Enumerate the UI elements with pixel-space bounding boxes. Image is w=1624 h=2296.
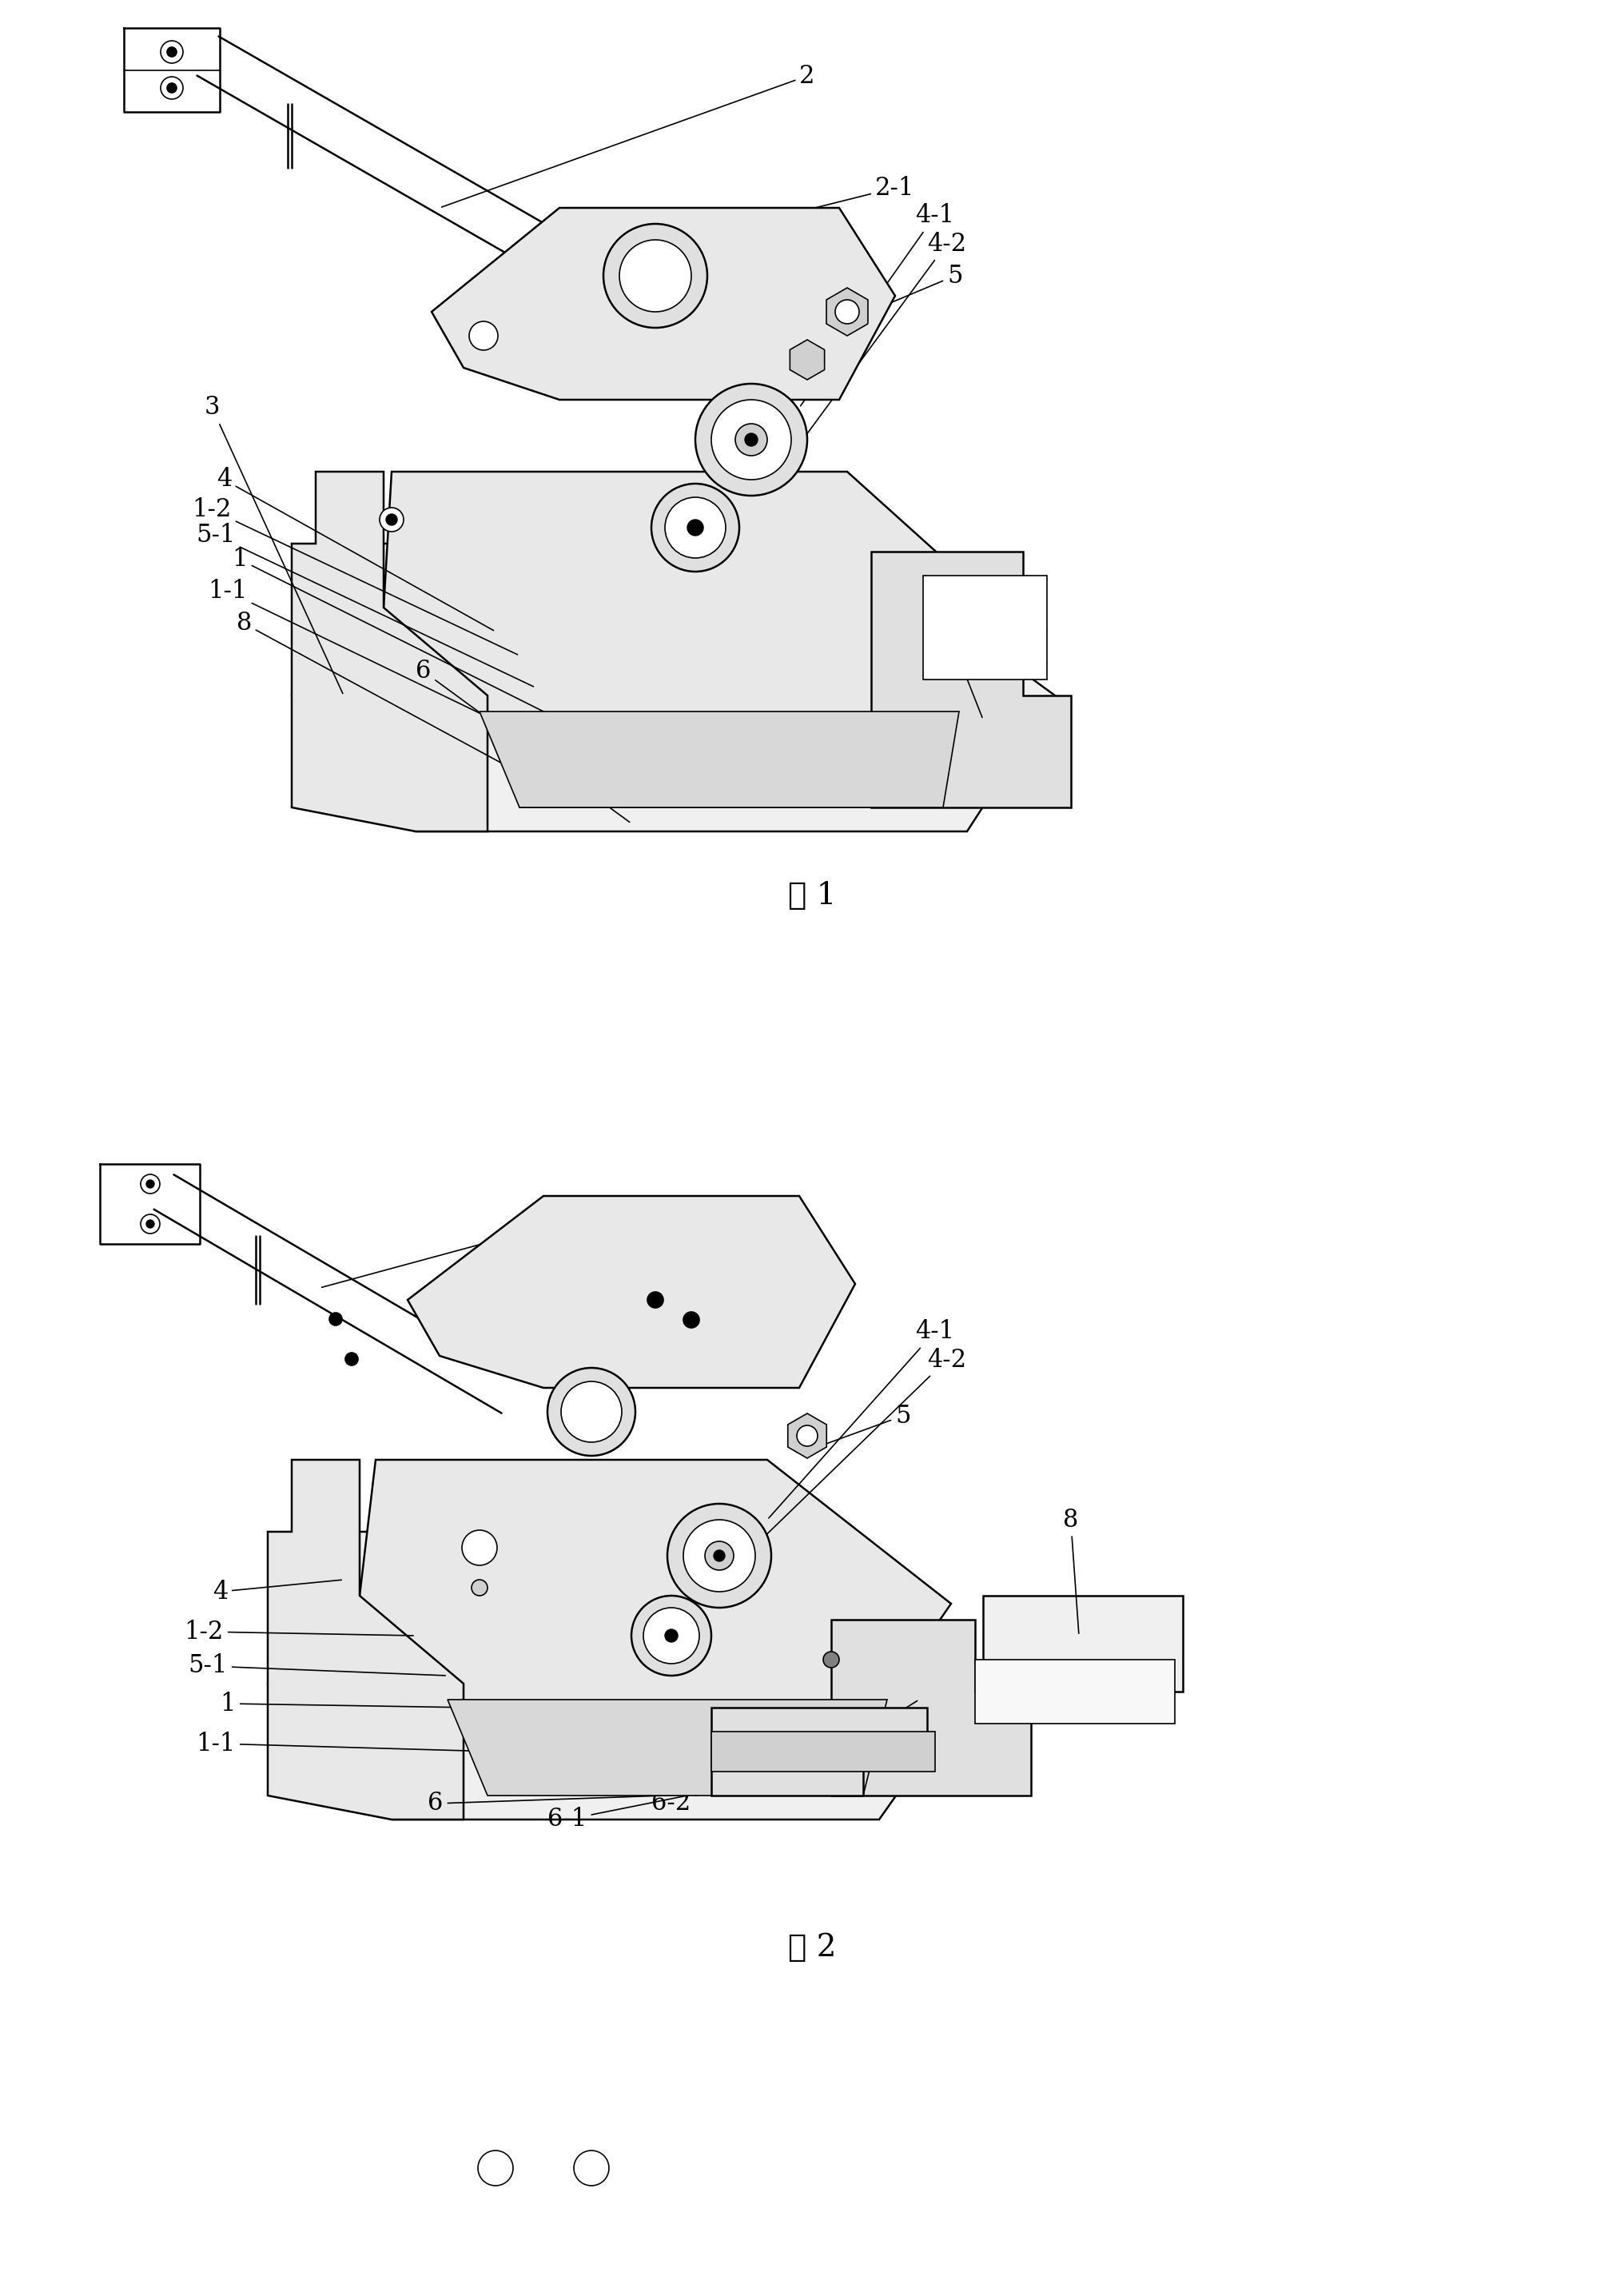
Circle shape bbox=[651, 484, 739, 572]
Text: 图 2: 图 2 bbox=[788, 1933, 836, 1963]
Circle shape bbox=[604, 223, 708, 328]
Circle shape bbox=[664, 498, 726, 558]
Text: 6: 6 bbox=[416, 659, 630, 822]
Circle shape bbox=[667, 1504, 771, 1607]
Polygon shape bbox=[268, 1460, 463, 1818]
Circle shape bbox=[161, 41, 184, 64]
Text: 6: 6 bbox=[427, 1791, 776, 1816]
Text: 1: 1 bbox=[221, 1692, 469, 1715]
Text: 8: 8 bbox=[1064, 1508, 1078, 1632]
Circle shape bbox=[745, 434, 758, 445]
Circle shape bbox=[346, 1352, 357, 1366]
Polygon shape bbox=[711, 1708, 927, 1795]
Text: 3-1: 3-1 bbox=[672, 1256, 742, 1306]
Polygon shape bbox=[827, 287, 867, 335]
Circle shape bbox=[687, 519, 703, 535]
Circle shape bbox=[632, 1596, 711, 1676]
Circle shape bbox=[380, 507, 404, 533]
Circle shape bbox=[469, 321, 499, 351]
Text: 7: 7 bbox=[771, 1701, 918, 1800]
Text: 4-1: 4-1 bbox=[768, 1320, 955, 1518]
Text: 2-1: 2-1 bbox=[658, 174, 914, 248]
Polygon shape bbox=[974, 1660, 1174, 1724]
Text: 1-2: 1-2 bbox=[184, 1619, 414, 1644]
Polygon shape bbox=[711, 1731, 935, 1773]
Circle shape bbox=[664, 1630, 677, 1642]
Circle shape bbox=[146, 1219, 154, 1228]
Text: 5: 5 bbox=[833, 264, 963, 326]
Text: 6-2: 6-2 bbox=[651, 1752, 830, 1816]
Text: 4-1: 4-1 bbox=[801, 204, 955, 406]
Polygon shape bbox=[922, 576, 1047, 680]
Circle shape bbox=[547, 1368, 635, 1456]
Circle shape bbox=[736, 425, 767, 455]
Text: 1: 1 bbox=[232, 546, 557, 719]
Polygon shape bbox=[268, 1531, 974, 1818]
Text: 5: 5 bbox=[817, 1403, 911, 1446]
Circle shape bbox=[167, 83, 177, 92]
Polygon shape bbox=[870, 551, 1070, 808]
Circle shape bbox=[477, 2151, 513, 2186]
Text: 2: 2 bbox=[322, 1224, 520, 1288]
Text: 3: 3 bbox=[205, 395, 343, 693]
Polygon shape bbox=[479, 712, 960, 808]
Circle shape bbox=[141, 1215, 159, 1233]
Circle shape bbox=[141, 1173, 159, 1194]
Polygon shape bbox=[788, 1414, 827, 1458]
Polygon shape bbox=[359, 1460, 952, 1708]
Polygon shape bbox=[292, 471, 487, 831]
Circle shape bbox=[619, 239, 692, 312]
Circle shape bbox=[797, 1426, 817, 1446]
Text: 6-1: 6-1 bbox=[547, 1773, 806, 1832]
Text: 5-1: 5-1 bbox=[197, 523, 533, 687]
Text: 图 1: 图 1 bbox=[788, 882, 836, 909]
Circle shape bbox=[835, 301, 859, 324]
Text: 2: 2 bbox=[442, 64, 815, 207]
Polygon shape bbox=[408, 1196, 856, 1387]
Circle shape bbox=[146, 1180, 154, 1187]
Text: 1-2: 1-2 bbox=[192, 498, 518, 654]
Polygon shape bbox=[983, 1596, 1182, 1692]
Text: 7: 7 bbox=[939, 615, 983, 716]
Text: 4: 4 bbox=[216, 468, 494, 631]
Polygon shape bbox=[831, 1619, 1031, 1795]
Text: 4-2: 4-2 bbox=[781, 232, 966, 471]
Text: 4-2: 4-2 bbox=[702, 1348, 966, 1598]
Text: 4: 4 bbox=[213, 1580, 341, 1605]
Polygon shape bbox=[383, 471, 1007, 719]
Text: 2-1: 2-1 bbox=[609, 1295, 818, 1382]
Circle shape bbox=[167, 48, 177, 57]
Polygon shape bbox=[432, 209, 895, 400]
Polygon shape bbox=[292, 544, 1056, 831]
Text: 1-1: 1-1 bbox=[197, 1731, 494, 1756]
Circle shape bbox=[330, 1313, 343, 1325]
Circle shape bbox=[711, 400, 791, 480]
Circle shape bbox=[560, 1382, 622, 1442]
Polygon shape bbox=[448, 1699, 887, 1795]
Circle shape bbox=[461, 1529, 497, 1566]
Circle shape bbox=[713, 1550, 724, 1561]
Circle shape bbox=[695, 383, 807, 496]
Circle shape bbox=[573, 2151, 609, 2186]
Circle shape bbox=[471, 1580, 487, 1596]
Circle shape bbox=[705, 1541, 734, 1570]
Circle shape bbox=[643, 1607, 700, 1665]
Circle shape bbox=[823, 1651, 840, 1667]
Text: 8: 8 bbox=[235, 611, 581, 806]
Circle shape bbox=[387, 514, 398, 526]
Circle shape bbox=[648, 1293, 663, 1309]
Circle shape bbox=[684, 1520, 755, 1591]
Text: 1-1: 1-1 bbox=[208, 579, 573, 758]
Polygon shape bbox=[789, 340, 825, 379]
Circle shape bbox=[684, 1311, 700, 1327]
Circle shape bbox=[161, 76, 184, 99]
Text: 5-1: 5-1 bbox=[188, 1653, 445, 1678]
